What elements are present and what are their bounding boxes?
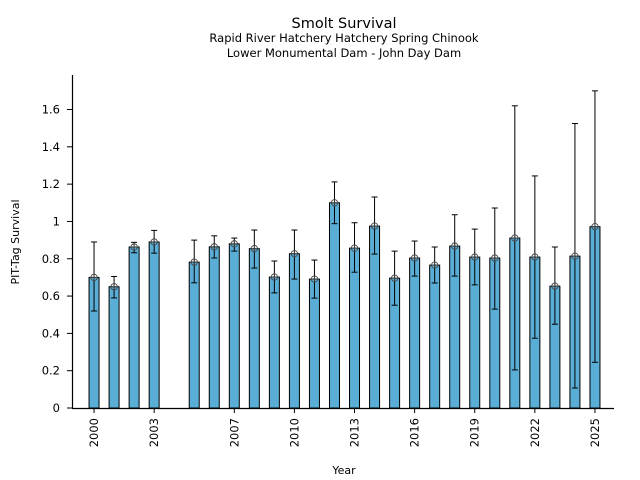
y-tick-label-5: 1 <box>53 214 60 228</box>
marker-2019 <box>471 253 479 261</box>
x-tick-label-5: 2016 <box>408 418 422 447</box>
marker-2023 <box>551 282 559 290</box>
bar-2006 <box>208 246 220 409</box>
marker-2020 <box>491 254 499 262</box>
errorbars-group <box>91 90 598 389</box>
x-tick-label-8: 2025 <box>588 418 602 447</box>
marker-2003 <box>150 238 158 246</box>
marker-2012 <box>330 199 339 207</box>
chart-subtitle-line-2: Lower Monumental Dam - John Day Dam <box>227 46 461 60</box>
markers-group <box>90 199 599 291</box>
y-tick-label-3: 0.6 <box>42 289 60 303</box>
marker-2000 <box>90 273 98 282</box>
x-tick-label-7: 2022 <box>528 418 542 447</box>
y-tick-label-2: 0.4 <box>42 326 60 340</box>
bar-2003 <box>148 241 160 409</box>
x-tick-label-0: 2000 <box>87 418 101 447</box>
marker-2010 <box>290 250 299 258</box>
x-ticks-group: 2000 2003 2007 2010 2013 2016 2019 2022 2025 <box>87 408 602 447</box>
bar-2016 <box>409 257 421 409</box>
marker-2002 <box>130 243 138 251</box>
y-ticks-group: 0 0.2 0.4 0.6 0.8 1 1.2 1.4 1.6 <box>42 103 72 415</box>
marker-2024 <box>571 252 579 260</box>
marker-2015 <box>390 274 399 282</box>
x-tick-label-3: 2010 <box>287 418 301 447</box>
y-tick-label-0: 0 <box>53 401 60 415</box>
y-tick-label-8: 1.6 <box>42 103 60 117</box>
marker-2007 <box>230 240 238 248</box>
marker-2014 <box>370 222 379 230</box>
y-tick-label-4: 0.8 <box>42 252 60 266</box>
x-axis-label: Year <box>331 464 356 477</box>
bar-2012 <box>328 202 340 409</box>
x-tick-label-1: 2003 <box>147 418 161 447</box>
marker-2013 <box>350 244 359 252</box>
bar-2008 <box>248 248 260 409</box>
x-tick-label-4: 2013 <box>348 418 362 447</box>
bar-2002 <box>128 246 140 409</box>
y-tick-label-7: 1.4 <box>42 140 60 154</box>
bar-2009 <box>268 276 280 409</box>
marker-2018 <box>451 242 459 250</box>
marker-2022 <box>531 253 539 261</box>
marker-2009 <box>270 273 279 281</box>
bar-2001 <box>108 286 120 409</box>
marker-2001 <box>110 283 118 291</box>
marker-2021 <box>511 234 519 242</box>
marker-2011 <box>310 275 319 283</box>
marker-2017 <box>431 261 439 269</box>
x-tick-label-6: 2019 <box>468 418 482 447</box>
chart-title: Smolt Survival <box>292 16 397 32</box>
chart-subtitle-line-1: Rapid River Hatchery Hatchery Spring Chi… <box>209 31 478 45</box>
y-tick-label-6: 1.2 <box>42 177 60 191</box>
x-tick-label-2: 2007 <box>227 418 241 447</box>
marker-2006 <box>210 243 218 251</box>
marker-2008 <box>250 245 258 253</box>
marker-2025 <box>591 223 599 231</box>
bar-2017 <box>429 264 441 409</box>
marker-2016 <box>410 254 419 262</box>
marker-2005 <box>190 258 198 266</box>
bar-2007 <box>228 243 240 409</box>
y-axis-label: PIT-Tag Survival <box>9 199 22 284</box>
y-tick-label-1: 0.2 <box>42 364 60 378</box>
bar-2005 <box>188 261 200 409</box>
bars-group <box>88 202 601 409</box>
